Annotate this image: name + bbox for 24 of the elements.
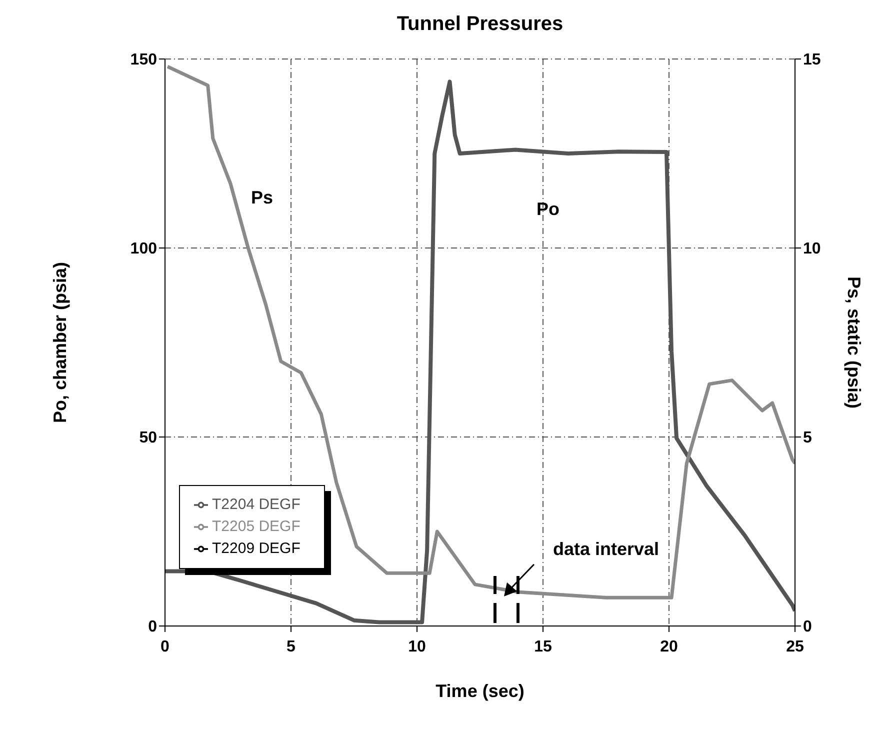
x-tick-label: 0 bbox=[160, 638, 170, 656]
y-tick-label: 50 bbox=[139, 430, 158, 447]
y-tick-label: 150 bbox=[130, 52, 158, 69]
x-tick-label: 15 bbox=[534, 638, 552, 656]
x-tick-label: 25 bbox=[786, 638, 804, 656]
y2-tick-label: 0 bbox=[803, 618, 812, 636]
legend-label: T2209 DEGF bbox=[212, 540, 300, 557]
x-axis-title: Time (sec) bbox=[436, 681, 524, 701]
annotation: Ps bbox=[251, 188, 274, 208]
annotation: data interval bbox=[552, 539, 660, 560]
y2-tick-label: 5 bbox=[803, 430, 812, 447]
y2-axis-title: Ps, static (psia) bbox=[844, 276, 864, 409]
x-tick-label: 5 bbox=[286, 638, 296, 656]
chart-title: Tunnel Pressures bbox=[396, 13, 564, 35]
legend-label: T2205 DEGF bbox=[212, 518, 300, 535]
y-tick-label: 100 bbox=[130, 240, 158, 258]
annotation: Po bbox=[536, 198, 560, 219]
x-tick-label: 10 bbox=[408, 638, 426, 656]
y2-tick-label: 15 bbox=[803, 52, 821, 69]
x-tick-label: 20 bbox=[660, 638, 678, 656]
legend-label: T2204 DEGF bbox=[212, 496, 300, 513]
y-tick-label: 0 bbox=[148, 618, 158, 636]
y-axis-title: Po, chamber (psia) bbox=[50, 262, 70, 424]
y2-tick-label: 10 bbox=[803, 240, 821, 258]
